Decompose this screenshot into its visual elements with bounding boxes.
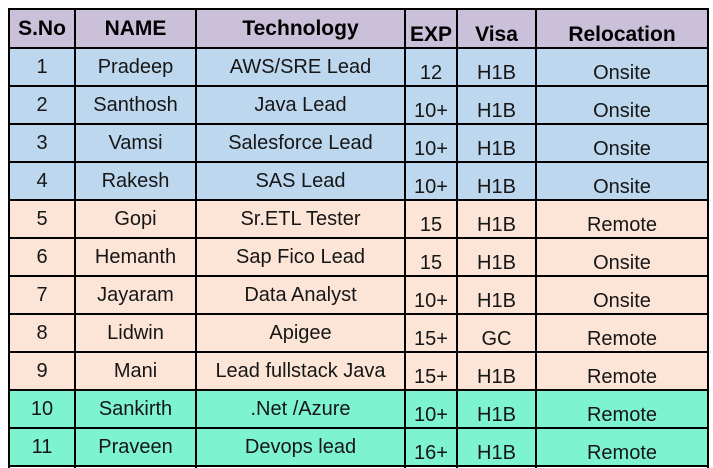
- cell-exp: 10+: [404, 123, 458, 163]
- cell-sno: 4: [8, 161, 76, 201]
- cell-sno: 5: [8, 199, 76, 239]
- cell-relocation: Onsite: [535, 161, 709, 201]
- table-row: 11 Praveen Devops lead 16+ H1B Remote: [8, 427, 709, 467]
- header-row: S.No NAME Technology EXP Visa Relocation: [8, 8, 709, 49]
- cell-exp: 16+: [404, 427, 458, 467]
- cell-visa: H1B: [456, 161, 537, 201]
- table-row: 3 Vamsi Salesforce Lead 10+ H1B Onsite: [8, 123, 709, 163]
- cell-sno: [8, 465, 76, 468]
- cell-relocation: Remote: [535, 389, 709, 429]
- cell-relocation: Onsite: [535, 47, 709, 87]
- cell-name: Jayaram: [74, 275, 197, 315]
- table-row: 8 Lidwin Apigee 15+ GC Remote: [8, 313, 709, 353]
- cell-name: Vamsi: [74, 123, 197, 163]
- column-header-relocation: Relocation: [535, 8, 709, 49]
- cell-relocation: Onsite: [535, 123, 709, 163]
- table-row: 7 Jayaram Data Analyst 10+ H1B Onsite: [8, 275, 709, 315]
- cell-visa: H1B: [456, 351, 537, 391]
- column-header-visa: Visa: [456, 8, 537, 49]
- cell-name: Praveen: [74, 427, 197, 467]
- cell-technology: [195, 465, 406, 468]
- cell-exp: 10+: [404, 161, 458, 201]
- cell-exp: 15: [404, 237, 458, 277]
- cell-relocation: Remote: [535, 313, 709, 353]
- cell-visa: H1B: [456, 47, 537, 87]
- cell-technology: Sr.ETL Tester: [195, 199, 406, 239]
- cell-exp: 15+: [404, 313, 458, 353]
- cell-exp: 10+: [404, 275, 458, 315]
- cell-sno: 2: [8, 85, 76, 125]
- cell-technology: AWS/SRE Lead: [195, 47, 406, 87]
- column-header-name: NAME: [74, 8, 197, 49]
- cell-relocation: Remote: [535, 427, 709, 467]
- cell-name: Hemanth: [74, 237, 197, 277]
- cell-visa: [456, 465, 537, 468]
- cell-name: Pradeep: [74, 47, 197, 87]
- cell-technology: Java Lead: [195, 85, 406, 125]
- table-row: 10 Sankirth .Net /Azure 10+ H1B Remote: [8, 389, 709, 429]
- cell-name: Mani: [74, 351, 197, 391]
- cell-relocation: [535, 465, 709, 468]
- table-row: 6 Hemanth Sap Fico Lead 15 H1B Onsite: [8, 237, 709, 277]
- table-row: 1 Pradeep AWS/SRE Lead 12 H1B Onsite: [8, 47, 709, 87]
- cell-visa: GC: [456, 313, 537, 353]
- cell-name: Santhosh: [74, 85, 197, 125]
- cell-relocation: Onsite: [535, 275, 709, 315]
- cell-visa: H1B: [456, 389, 537, 429]
- cell-sno: 6: [8, 237, 76, 277]
- table-row: 9 Mani Lead fullstack Java 15+ H1B Remot…: [8, 351, 709, 391]
- cell-exp: 15: [404, 199, 458, 239]
- cell-exp: 12: [404, 47, 458, 87]
- cell-name: Rakesh: [74, 161, 197, 201]
- cell-sno: 8: [8, 313, 76, 353]
- cell-sno: 3: [8, 123, 76, 163]
- table-row: 4 Rakesh SAS Lead 10+ H1B Onsite: [8, 161, 709, 201]
- cell-visa: H1B: [456, 237, 537, 277]
- cell-technology: Salesforce Lead: [195, 123, 406, 163]
- cell-relocation: Remote: [535, 351, 709, 391]
- cell-name: Lidwin: [74, 313, 197, 353]
- cell-technology: SAS Lead: [195, 161, 406, 201]
- cell-visa: H1B: [456, 199, 537, 239]
- column-header-sno: S.No: [8, 8, 76, 49]
- cell-relocation: Onsite: [535, 237, 709, 277]
- column-header-exp: EXP: [404, 8, 458, 49]
- cell-name: Sankirth: [74, 389, 197, 429]
- column-header-technology: Technology: [195, 8, 406, 49]
- cell-exp: 10+: [404, 85, 458, 125]
- cell-visa: H1B: [456, 275, 537, 315]
- cell-technology: Apigee: [195, 313, 406, 353]
- cell-technology: .Net /Azure: [195, 389, 406, 429]
- table-row: 5 Gopi Sr.ETL Tester 15 H1B Remote: [8, 199, 709, 239]
- table-row: 2 Santhosh Java Lead 10+ H1B Onsite: [8, 85, 709, 125]
- cell-sno: 7: [8, 275, 76, 315]
- candidates-table: S.No NAME Technology EXP Visa Relocation…: [8, 8, 709, 468]
- cell-relocation: Onsite: [535, 85, 709, 125]
- table-body: 1 Pradeep AWS/SRE Lead 12 H1B Onsite 2 S…: [8, 47, 709, 468]
- cell-visa: H1B: [456, 427, 537, 467]
- cell-technology: Data Analyst: [195, 275, 406, 315]
- cell-exp: 10+: [404, 389, 458, 429]
- cell-sno: 10: [8, 389, 76, 429]
- cell-sno: 11: [8, 427, 76, 467]
- cell-visa: H1B: [456, 123, 537, 163]
- cell-technology: Sap Fico Lead: [195, 237, 406, 277]
- cell-sno: 1: [8, 47, 76, 87]
- cell-visa: H1B: [456, 85, 537, 125]
- cell-exp: [404, 465, 458, 468]
- cell-relocation: Remote: [535, 199, 709, 239]
- cell-exp: 15+: [404, 351, 458, 391]
- cell-sno: 9: [8, 351, 76, 391]
- cell-name: [74, 465, 197, 468]
- partial-row: [8, 465, 709, 468]
- cell-technology: Lead fullstack Java: [195, 351, 406, 391]
- cell-technology: Devops lead: [195, 427, 406, 467]
- cell-name: Gopi: [74, 199, 197, 239]
